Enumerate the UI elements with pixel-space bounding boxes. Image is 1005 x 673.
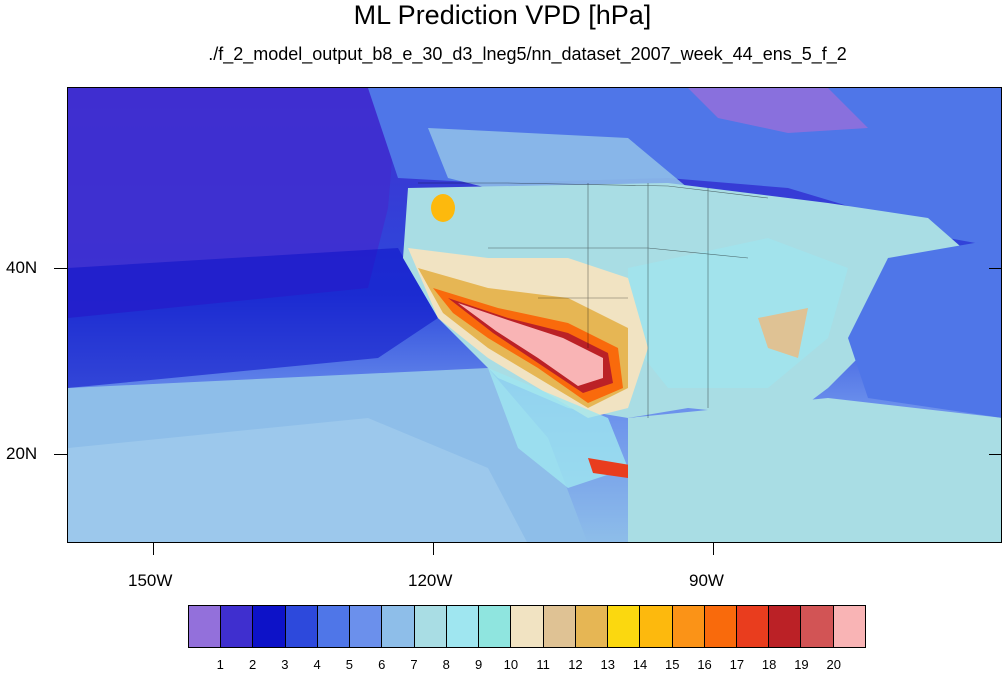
colorbar-swatch	[350, 606, 383, 647]
colorbar-swatch	[479, 606, 512, 647]
colorbar-swatch	[608, 606, 641, 647]
colorbar-label: 11	[536, 657, 550, 672]
colorbar-label: 19	[794, 657, 809, 672]
colorbar-swatch	[672, 606, 705, 647]
vpd-map	[67, 87, 1002, 543]
colorbar-label: 7	[410, 657, 418, 672]
x-label-90w: 90W	[689, 571, 724, 590]
y-tick-40n-left	[54, 268, 67, 269]
y-tick-20n-right	[989, 454, 1002, 455]
colorbar-swatch	[575, 606, 609, 647]
y-label-40n: 40N	[6, 258, 38, 277]
y-tick-40n-right	[989, 268, 1002, 269]
colorbar-label: 2	[248, 657, 257, 672]
colorbar-label: 4	[313, 657, 321, 672]
colorbar-swatch	[317, 606, 351, 647]
colorbar-swatch	[801, 606, 834, 647]
colorbar-label: 3	[281, 657, 289, 672]
x-label-120w: 120W	[408, 571, 453, 590]
x-tick-150w	[153, 543, 154, 555]
colorbar-label: 14	[632, 657, 648, 672]
colorbar-swatch	[543, 606, 576, 647]
colorbar-swatch	[221, 606, 254, 647]
colorbar-swatch	[736, 606, 770, 647]
x-tick-120w	[433, 543, 434, 555]
colorbar-label: 20	[826, 657, 841, 672]
colorbar-labels: 1 2 3 4 5 6 7 8 9 10 11 12 13 14 15 16 17 18 19 20	[188, 657, 866, 673]
colorbar-label: 1	[216, 657, 224, 672]
colorbar-label: 17	[729, 657, 745, 672]
x-tick-90w	[713, 543, 714, 555]
colorbar-swatch	[640, 606, 673, 647]
colorbar-label: 10	[503, 657, 519, 672]
colorbar-swatch	[446, 606, 480, 647]
colorbar-label: 12	[568, 657, 583, 672]
y-tick-20n-left	[54, 454, 67, 455]
colorbar-swatch	[769, 606, 802, 647]
colorbar-swatch	[414, 606, 447, 647]
map-subtitle: ./f_2_model_output_b8_e_30_d3_lneg5/nn_d…	[208, 44, 847, 64]
colorbar-label: 18	[761, 657, 777, 672]
colorbar-swatch	[511, 606, 544, 647]
colorbar-label: 16	[697, 657, 712, 672]
y-label-20n: 20N	[6, 444, 38, 463]
colorbar-label: 13	[600, 657, 615, 672]
colorbar-label: 9	[474, 657, 483, 672]
colorbar-swatch	[704, 606, 737, 647]
colorbar-swatch	[382, 606, 415, 647]
vpd-field	[68, 88, 1001, 542]
colorbar-swatch	[285, 606, 318, 647]
colorbar-label: 6	[378, 657, 386, 672]
colorbar-swatch	[833, 606, 865, 647]
colorbar-label: 5	[345, 657, 354, 672]
colorbar-label: 15	[665, 657, 680, 672]
map-title: ML Prediction VPD [hPa]	[353, 0, 652, 30]
colorbar-swatch	[189, 606, 222, 647]
x-label-150w: 150W	[128, 571, 173, 590]
colorbar-swatch	[253, 606, 286, 647]
colorbar-label: 8	[442, 657, 450, 672]
colorbar	[188, 605, 866, 648]
